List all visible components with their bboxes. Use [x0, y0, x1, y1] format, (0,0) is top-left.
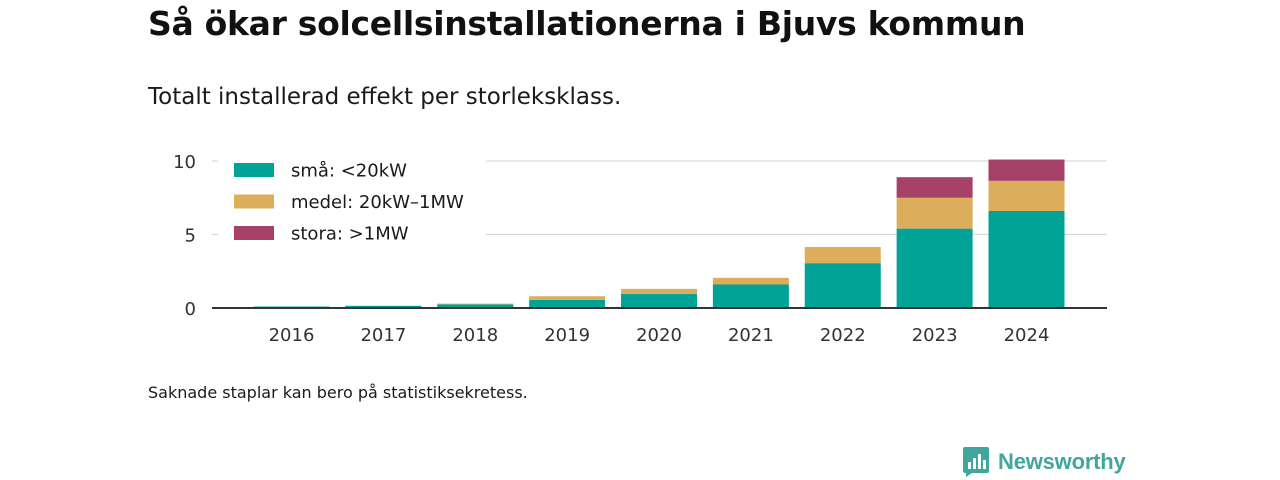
x-tick-label: 2022	[820, 325, 866, 346]
x-tick-label: 2020	[636, 325, 682, 346]
x-tick-label: 2024	[1004, 325, 1050, 346]
x-tick-label: 2021	[728, 325, 774, 346]
brand-name: Newsworthy	[998, 449, 1126, 474]
bar-segment	[345, 305, 422, 308]
bar-segment	[712, 284, 789, 308]
bar-segment	[437, 304, 514, 308]
y-tick-label: 5	[185, 226, 196, 247]
stacked-bar-chart: 0 5 10 2016 2017 2018 2019 2020 2021 2022 2023 202…	[173, 152, 1107, 346]
x-tick-label: 2018	[452, 325, 498, 346]
footnote: Saknade staplar kan bero på statistiksek…	[148, 383, 528, 402]
bar-segment	[529, 299, 606, 308]
y-tick-label: 0	[185, 299, 196, 320]
legend-label: medel: 20kW–1MW	[291, 192, 464, 213]
bars	[253, 159, 1065, 308]
bar-segment	[804, 263, 881, 308]
bar-segment	[621, 294, 697, 308]
x-axis-ticks: 2016 2017 2018 2019 2020 2021 2022 2023 2024	[269, 325, 1050, 346]
legend-swatch	[234, 226, 274, 240]
brand-logo: Newsworthy	[962, 446, 1126, 478]
y-tick-label: 10	[173, 152, 196, 173]
chart-title: Så ökar solcellsinstallationerna i Bjuvs…	[148, 4, 1026, 43]
x-tick-label: 2016	[269, 325, 315, 346]
x-tick-label: 2019	[544, 325, 590, 346]
bar-segment	[529, 296, 606, 300]
bar-segment	[621, 288, 697, 295]
x-tick-label: 2023	[912, 325, 958, 346]
bar-segment	[896, 228, 973, 308]
bar-segment	[437, 303, 514, 305]
bar-segment	[804, 246, 881, 264]
legend-label: stora: >1MW	[291, 224, 409, 245]
newsworthy-logo-icon	[963, 447, 989, 477]
bar-segment	[988, 210, 1065, 308]
legend-label: små: <20kW	[291, 161, 407, 182]
legend-swatch	[234, 163, 274, 177]
legend: små: <20kW medel: 20kW–1MW stora: >1MW	[218, 152, 486, 245]
chart-subtitle: Totalt installerad effekt per storlekskl…	[148, 84, 622, 110]
bar-segment	[896, 177, 973, 198]
bar-segment	[712, 277, 789, 285]
legend-swatch	[234, 194, 274, 209]
bar-segment	[988, 159, 1065, 181]
bar-segment	[896, 197, 973, 229]
y-axis-ticks: 0 5 10	[173, 152, 196, 320]
bar-segment	[988, 180, 1065, 211]
x-tick-label: 2017	[360, 325, 406, 346]
